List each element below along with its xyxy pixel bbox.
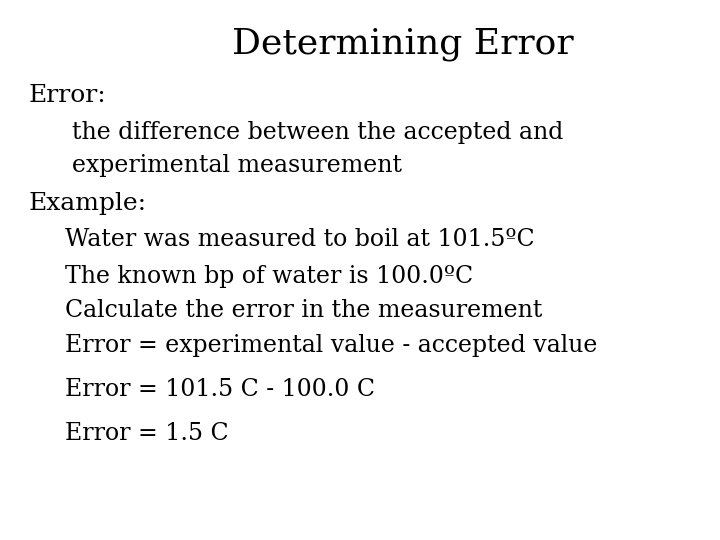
Text: Water was measured to boil at 101.5ºC: Water was measured to boil at 101.5ºC [65,228,534,251]
Text: Determining Error: Determining Error [233,27,574,61]
Text: Error:: Error: [29,84,107,107]
Text: experimental measurement: experimental measurement [72,154,402,177]
Text: The known bp of water is 100.0ºC: The known bp of water is 100.0ºC [65,265,473,288]
Text: Example:: Example: [29,192,147,215]
Text: Calculate the error in the measurement: Calculate the error in the measurement [65,299,542,322]
Text: Error = 1.5 C: Error = 1.5 C [65,422,228,446]
Text: the difference between the accepted and: the difference between the accepted and [72,122,563,145]
Text: Error = 101.5 C - 100.0 C: Error = 101.5 C - 100.0 C [65,378,375,401]
Text: Error = experimental value - accepted value: Error = experimental value - accepted va… [65,334,597,357]
